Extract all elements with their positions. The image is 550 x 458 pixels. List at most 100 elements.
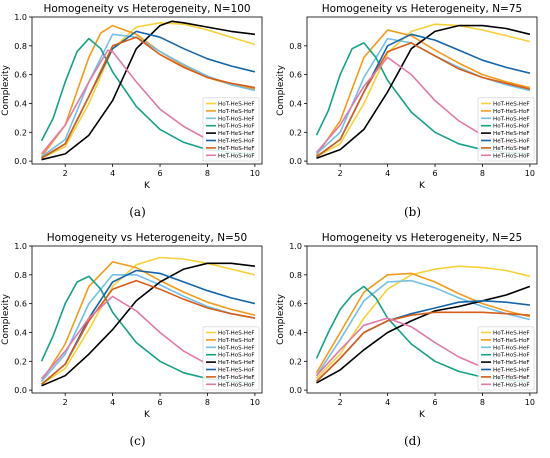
y-tick-label: 0.4: [14, 99, 27, 108]
x-tick-label: 10: [250, 169, 260, 178]
chart-svg: Homogeneity vs Heterogeneity, N=50 2 4 6 8 10…: [1, 232, 263, 420]
y-tick-label: 0.2: [289, 357, 302, 366]
y-tick-label: 1.0: [14, 242, 27, 251]
legend-entry-label: HeT-HoS-HoF: [218, 153, 255, 159]
legend-entry-label: HoT-HeS-HeF: [493, 102, 530, 108]
y-tick-label: 0.0: [14, 157, 27, 166]
legend-entry-label: HoT-HeS-HoF: [493, 338, 530, 344]
legend-entry-label: HeT-HeS-HoF: [493, 139, 530, 145]
legend-entry-label: HeT-HeS-HeF: [218, 360, 255, 366]
legend-entry-label: HeT-HoS-HeF: [218, 375, 255, 381]
y-tick-label: 0.4: [289, 99, 302, 108]
panel-label: (d): [403, 434, 422, 448]
y-tick-label: 0.8: [289, 42, 302, 51]
legend-box: [477, 97, 535, 162]
legend-entry-label: HeT-HoS-HoF: [493, 382, 530, 388]
series-line-HeT-HoS-HeF: [41, 36, 256, 159]
chart-panel-4: Homogeneity vs Heterogeneity, N=25 2 4 6 8 10…: [275, 229, 550, 458]
panel-label: (b): [403, 205, 422, 219]
series-line-HoT-HeS-HoF: [40, 261, 256, 382]
legend-entry-label: HoT-HeS-HeF: [218, 331, 255, 337]
series-line-HeT-HeS-HeF: [41, 262, 255, 387]
x-tick-label: 4: [385, 398, 390, 407]
series-line-HeT-HeS-HeF: [316, 285, 531, 384]
chart-title: Homogeneity vs Heterogeneity, N=25: [322, 232, 522, 244]
legend-box: [477, 326, 535, 391]
legend-entry-label: HoT-HoS-HoF: [493, 353, 530, 359]
axes-frame: [31, 16, 263, 165]
legend-entry-label: HoT-HoS-HeF: [493, 345, 530, 351]
series-line-HeT-HoS-HeF: [316, 42, 531, 158]
x-tick-label: 6: [157, 169, 162, 178]
series-line-HeT-HoS-HeF: [315, 311, 530, 383]
panel-label: (a): [129, 205, 146, 219]
x-tick-label: 6: [432, 169, 437, 178]
x-tick-label: 8: [205, 398, 210, 407]
axes-frame: [306, 16, 538, 165]
legend-entry-label: HoT-HoS-HoF: [218, 124, 255, 130]
series-line-HoT-HeS-HoF: [315, 29, 531, 156]
legend-entry-label: HoT-HoS-HeF: [218, 345, 255, 351]
y-axis-label: Complexity: [276, 293, 286, 345]
legend-box: [202, 97, 260, 162]
x-tick-label: 2: [63, 169, 68, 178]
legend-entry-label: HeT-HoS-HoF: [493, 153, 530, 159]
legend-box: [202, 326, 260, 391]
legend-entry-label: HoT-HoS-HoF: [493, 124, 530, 130]
x-axis-label: K: [144, 410, 151, 420]
x-tick-label: 4: [110, 169, 115, 178]
x-tick-label: 6: [432, 398, 437, 407]
legend-entry-label: HoT-HeS-HoF: [218, 338, 255, 344]
y-tick-label: 0.6: [14, 71, 27, 80]
y-tick-label: 0.8: [289, 271, 302, 280]
y-tick-label: 0.6: [289, 71, 302, 80]
chart-svg: Homogeneity vs Heterogeneity, N=25 2 4 6 8 10…: [276, 232, 538, 420]
panel-label: (c): [129, 434, 146, 448]
y-tick-label: 0.0: [289, 157, 302, 166]
x-tick-label: 2: [338, 169, 343, 178]
chart-svg: Homogeneity vs Heterogeneity, N=100 2 4 6 8 1…: [1, 3, 263, 191]
legend-entry-label: HoT-HeS-HeF: [218, 102, 255, 108]
x-axis-label: K: [144, 181, 151, 191]
chart-title: Homogeneity vs Heterogeneity, N=75: [322, 3, 522, 15]
series-line-HoT-HeS-HeF: [316, 23, 531, 158]
series-line-HoT-HeS-HeF: [41, 256, 256, 386]
legend-entry-label: HoT-HoS-HeF: [218, 116, 255, 122]
y-tick-label: 0.8: [14, 42, 27, 51]
x-tick-label: 4: [110, 398, 115, 407]
series-line-HeT-HeS-HeF: [316, 24, 531, 159]
legend-entry-label: HeT-HeS-HoF: [493, 368, 530, 374]
series-line-HoT-HoS-HeF: [315, 279, 531, 377]
legend-entry-label: HeT-HoS-HeF: [218, 146, 255, 152]
y-tick-label: 0.0: [14, 386, 27, 395]
legend-entry-label: HeT-HoS-HoF: [218, 382, 255, 388]
legend-entry-label: HoT-HeS-HeF: [493, 331, 530, 337]
x-axis-label: K: [419, 410, 426, 420]
x-tick-label: 8: [480, 398, 485, 407]
y-tick-label: 0.8: [14, 271, 27, 280]
y-tick-label: 0.6: [14, 300, 27, 309]
legend-entry-label: HeT-HoS-HeF: [493, 146, 530, 152]
y-tick-label: 0.4: [14, 328, 27, 337]
x-tick-label: 10: [525, 169, 535, 178]
x-tick-label: 10: [250, 398, 260, 407]
legend-entry-label: HeT-HoS-HeF: [493, 375, 530, 381]
y-axis-label: Complexity: [276, 64, 286, 116]
x-tick-label: 10: [525, 398, 535, 407]
series-line-HoT-HeS-HeF: [315, 265, 531, 380]
legend-entry-label: HeT-HeS-HoF: [218, 368, 255, 374]
y-tick-label: 1.0: [289, 242, 302, 251]
x-tick-label: 8: [205, 169, 210, 178]
chart-title: Homogeneity vs Heterogeneity, N=100: [43, 3, 250, 15]
y-axis-label: Complexity: [1, 293, 11, 345]
y-tick-label: 0.4: [289, 328, 302, 337]
series-line-HeT-HeS-HeF: [41, 20, 255, 161]
series-line-HoT-HeS-HoF: [315, 272, 531, 374]
x-tick-label: 6: [157, 398, 162, 407]
series-line-HoT-HeS-HeF: [41, 21, 256, 159]
legend-entry-label: HeT-HeS-HeF: [493, 131, 530, 137]
y-tick-label: 0.2: [289, 128, 302, 137]
